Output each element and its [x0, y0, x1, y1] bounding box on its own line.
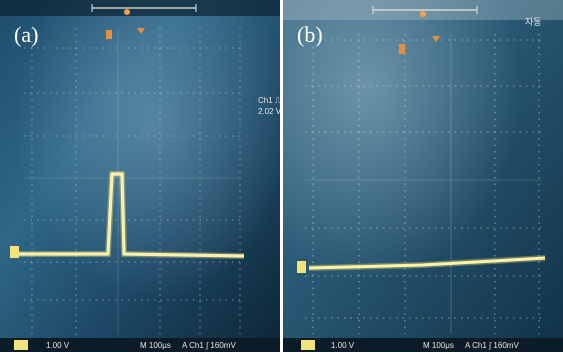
graticule — [24, 28, 241, 335]
panel-label-b: (b) — [297, 22, 323, 47]
trigger-arrow-icon — [137, 28, 145, 34]
trigger-level-icon — [399, 44, 405, 54]
panel-label-a: (a) — [14, 22, 39, 47]
trigger-level-icon — [106, 30, 112, 39]
time-scale: M 100μs — [423, 341, 454, 350]
channel-ground-marker-icon — [10, 246, 19, 258]
channel-scale: 1.00 V — [46, 341, 70, 350]
trigger-setting: A Ch1 ∫ 160mV — [465, 341, 519, 350]
channel-ground-marker-icon — [297, 261, 306, 273]
trigger-arrow-icon — [432, 36, 440, 42]
channel-readout-line1: Ch1 ⎍ — [258, 96, 280, 105]
graticule — [305, 34, 541, 334]
oscilloscope-screen-a: Ch1 ⎍ 2.02 V 1.00 V M 100μs A Ch1 ∫ 160m… — [0, 0, 280, 352]
channel-scale: 1.00 V — [331, 341, 355, 350]
trigger-marker-icon — [124, 9, 130, 15]
oscilloscope-photo-a: Ch1 ⎍ 2.02 V 1.00 V M 100μs A Ch1 ∫ 160m… — [0, 0, 280, 352]
trigger-marker-icon — [420, 11, 426, 17]
acquisition-mode-text: 자동 — [525, 17, 542, 27]
trigger-setting: A Ch1 ∫ 160mV — [182, 341, 236, 350]
channel-readout-line2: 2.02 V — [258, 107, 280, 116]
signal-trace-pulse — [16, 172, 245, 258]
signal-trace-flat — [308, 256, 546, 270]
oscilloscope-screen-b: 자동 1.00 V M 100μs A Ch1 ∫ 160mV — [283, 0, 563, 352]
oscilloscope-photo-b: 자동 1.00 V M 100μs A Ch1 ∫ 160mV — [283, 0, 563, 352]
time-scale: M 100μs — [140, 341, 171, 350]
